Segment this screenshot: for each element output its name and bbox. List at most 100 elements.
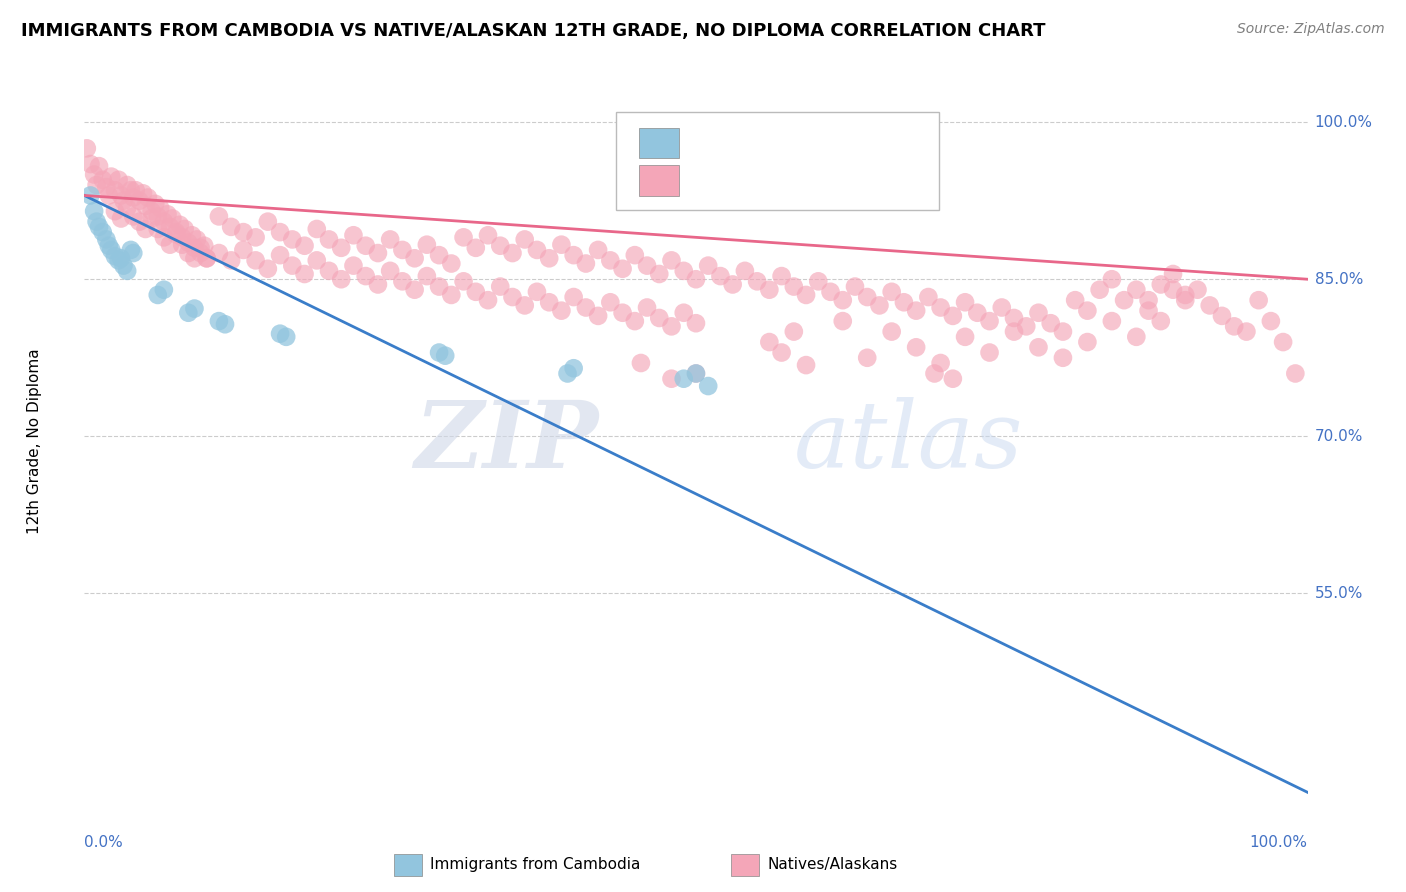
Point — [104, 204, 127, 219]
Point — [208, 210, 231, 224]
Point — [153, 283, 176, 297]
Point — [794, 358, 817, 372]
Point — [146, 288, 169, 302]
Point — [318, 232, 340, 246]
Point — [354, 238, 377, 252]
Point — [149, 201, 172, 215]
Point — [135, 222, 157, 236]
Point — [269, 225, 291, 239]
Point — [557, 367, 579, 381]
Point — [831, 293, 853, 308]
Point — [794, 288, 817, 302]
Point — [1187, 283, 1209, 297]
Point — [172, 230, 194, 244]
Point — [1137, 293, 1160, 308]
Point — [122, 246, 145, 260]
Point — [783, 279, 806, 293]
Point — [193, 238, 215, 252]
Point — [380, 232, 402, 246]
Point — [245, 253, 267, 268]
Point — [979, 345, 1001, 359]
Point — [697, 259, 720, 273]
Point — [562, 361, 585, 376]
Point — [404, 283, 426, 297]
Point — [281, 259, 304, 273]
Point — [929, 356, 952, 370]
Point — [502, 246, 524, 260]
Point — [91, 173, 114, 187]
Point — [128, 194, 150, 208]
Point — [1002, 310, 1025, 325]
Point — [110, 211, 132, 226]
Point — [427, 248, 450, 262]
Point — [125, 183, 148, 197]
Point — [132, 186, 155, 201]
Point — [550, 303, 572, 318]
Point — [186, 232, 208, 246]
Point — [869, 298, 891, 312]
Point — [807, 274, 830, 288]
Text: 100.0%: 100.0% — [1250, 835, 1308, 850]
Point — [953, 295, 976, 310]
Point — [97, 238, 120, 252]
Point — [624, 248, 647, 262]
Point — [1076, 303, 1098, 318]
Text: ZIP: ZIP — [413, 397, 598, 486]
Point — [120, 243, 142, 257]
Point — [141, 204, 163, 219]
Point — [1284, 367, 1306, 381]
Point — [464, 241, 486, 255]
Point — [1039, 316, 1062, 330]
Point — [562, 248, 585, 262]
Point — [146, 222, 169, 236]
Point — [1211, 309, 1233, 323]
Point — [183, 252, 205, 266]
Point — [709, 269, 731, 284]
Point — [1125, 330, 1147, 344]
Point — [966, 306, 988, 320]
Point — [734, 264, 756, 278]
Point — [1150, 277, 1173, 292]
Point — [159, 237, 181, 252]
Point — [257, 261, 280, 276]
Point — [115, 178, 138, 192]
Point — [550, 237, 572, 252]
Point — [177, 306, 200, 320]
Point — [1114, 293, 1136, 308]
Point — [905, 303, 928, 318]
Point — [122, 210, 145, 224]
Text: Natives/Alaskans: Natives/Alaskans — [768, 857, 898, 871]
Point — [612, 306, 634, 320]
Point — [76, 141, 98, 155]
Text: IMMIGRANTS FROM CAMBODIA VS NATIVE/ALASKAN 12TH GRADE, NO DIPLOMA CORRELATION CH: IMMIGRANTS FROM CAMBODIA VS NATIVE/ALASK… — [21, 22, 1046, 40]
Point — [294, 238, 316, 252]
Point — [177, 246, 200, 260]
Point — [661, 319, 683, 334]
Point — [112, 194, 135, 208]
Point — [416, 269, 439, 284]
Point — [697, 379, 720, 393]
Point — [1161, 283, 1184, 297]
Point — [128, 214, 150, 228]
Point — [477, 228, 499, 243]
Point — [257, 214, 280, 228]
Point — [672, 372, 695, 386]
Point — [575, 301, 598, 315]
Point — [489, 238, 512, 252]
Text: 12th Grade, No Diploma: 12th Grade, No Diploma — [27, 349, 42, 534]
Point — [586, 309, 609, 323]
Point — [942, 372, 965, 386]
Point — [107, 173, 129, 187]
Point — [1076, 334, 1098, 349]
Point — [416, 237, 439, 252]
Point — [165, 227, 187, 242]
Point — [190, 241, 212, 255]
Point — [91, 225, 114, 239]
Point — [391, 274, 413, 288]
Point — [758, 334, 780, 349]
Point — [1223, 319, 1246, 334]
Point — [87, 219, 110, 234]
Point — [783, 325, 806, 339]
Point — [1002, 325, 1025, 339]
Point — [929, 301, 952, 315]
